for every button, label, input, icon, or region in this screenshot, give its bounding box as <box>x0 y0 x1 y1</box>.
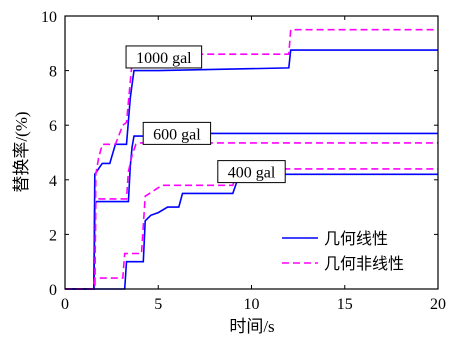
y-axis-label: 替换率/(%) <box>12 111 31 192</box>
y-tick-label: 10 <box>41 9 57 26</box>
annotation-box <box>142 121 212 145</box>
x-tick-label: 5 <box>154 296 162 313</box>
y-tick-label: 6 <box>49 118 57 135</box>
y-tick-label: 0 <box>49 282 57 299</box>
annotation-label: 600 gal <box>153 126 201 143</box>
series-400-gal-nonlinear <box>65 168 438 290</box>
x-tick-label: 20 <box>430 296 446 313</box>
x-tick-label: 15 <box>337 296 353 313</box>
x-tick-label: 0 <box>61 296 69 313</box>
y-tick-label: 8 <box>49 64 57 81</box>
x-tick-label: 10 <box>244 296 260 313</box>
y-tick-label: 2 <box>49 227 57 244</box>
annotation-box <box>125 45 203 69</box>
tick-layer: 0 5 10 15 20 0 2 4 6 8 10 <box>41 9 446 313</box>
annotation-1000-gal: 1000 gal <box>125 45 203 69</box>
annotation-box <box>217 160 286 184</box>
legend: 几何线性 几何非线性 <box>274 224 430 277</box>
x-axis-label: 时间/s <box>229 317 274 336</box>
legend-box <box>274 224 430 277</box>
annotation-400-gal: 400 gal <box>217 160 286 184</box>
annotation-label: 1000 gal <box>136 50 192 67</box>
series-1000-gal-nonlinear <box>65 28 438 290</box>
legend-label-linear: 几何线性 <box>324 230 388 248</box>
annotation-label: 400 gal <box>228 165 276 182</box>
y-tick-label: 4 <box>49 173 57 190</box>
legend-label-nonlinear: 几何非线性 <box>324 255 404 273</box>
annotation-600-gal: 600 gal <box>142 121 212 145</box>
annotation-layer: 1000 gal 600 gal 400 gal <box>125 45 286 184</box>
